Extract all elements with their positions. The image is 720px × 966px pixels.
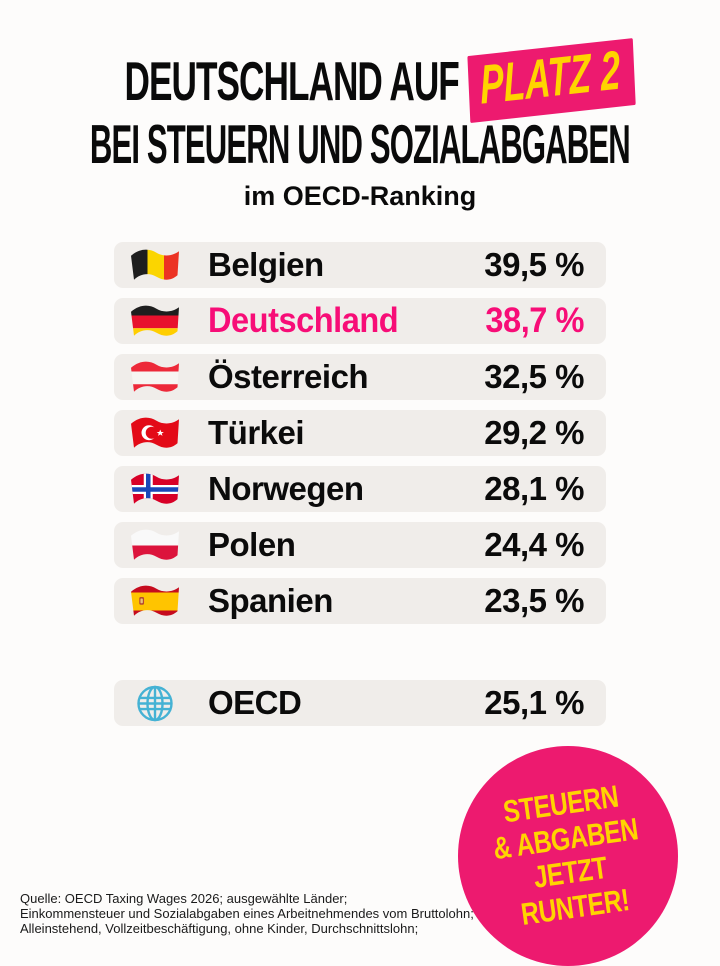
country-value: 28,1 % [484, 470, 584, 507]
country-name: Türkei [208, 414, 305, 451]
country-value: 32,5 % [484, 358, 584, 395]
header: DEUTSCHLAND AUF PLATZ 2 BEI STEUERN UND S… [0, 37, 720, 212]
country-name: Norwegen [208, 470, 364, 507]
headline-line2: BEI STEUERN UND SOZIALABGABEN [90, 112, 631, 175]
flag-spain [128, 582, 182, 621]
headline-line1: DEUTSCHLAND AUF PLATZ 2 [124, 37, 637, 123]
flag-austria [128, 358, 182, 397]
country-name: OECD [208, 684, 302, 721]
country-name: Deutschland [208, 301, 399, 340]
country-name: Österreich [208, 358, 369, 395]
ranking-table: Belgien 39,5 % Deutschland 38,7 % Österr… [114, 242, 606, 634]
ranking-row: Spanien 23,5 % [114, 578, 606, 624]
campaign-sticker: STEUERN & ABGABEN JETZT RUNTER! [458, 746, 678, 966]
ranking-row: OECD 25,1 % [114, 680, 606, 726]
country-value: 25,1 % [484, 684, 584, 721]
country-value: 38,7 % [485, 301, 584, 340]
oecd-summary-row-container: OECD 25,1 % [114, 680, 606, 736]
country-value: 39,5 % [484, 246, 584, 283]
headline-line1-text: DEUTSCHLAND AUF [124, 49, 460, 112]
platz2-badge: PLATZ 2 [467, 37, 637, 123]
country-value: 23,5 % [484, 582, 584, 619]
flag-belgium [128, 246, 182, 285]
ranking-row: Polen 24,4 % [114, 522, 606, 568]
flag-germany [128, 302, 182, 341]
ranking-row: Norwegen 28,1 % [114, 466, 606, 512]
subtitle: im OECD-Ranking [243, 181, 477, 211]
ranking-row: Türkei 29,2 % [114, 410, 606, 456]
ranking-row: Deutschland 38,7 % [114, 298, 606, 344]
country-name: Polen [208, 526, 296, 563]
campaign-sticker-text: STEUERN & ABGABEN JETZT RUNTER! [490, 778, 641, 932]
country-name: Belgien [208, 246, 324, 283]
country-value: 24,4 % [484, 526, 584, 563]
source-footnote: Quelle: OECD Taxing Wages 2026; ausgewäh… [20, 891, 474, 936]
flag-norway [128, 470, 182, 509]
platz2-badge-label: PLATZ 2 [479, 38, 622, 116]
ranking-row: Belgien 39,5 % [114, 242, 606, 288]
country-name: Spanien [208, 582, 333, 619]
flag-turkey [128, 414, 182, 453]
country-value: 29,2 % [484, 414, 584, 451]
ranking-row: Österreich 32,5 % [114, 354, 606, 400]
flag-poland [128, 526, 182, 565]
globe-icon [128, 684, 182, 723]
